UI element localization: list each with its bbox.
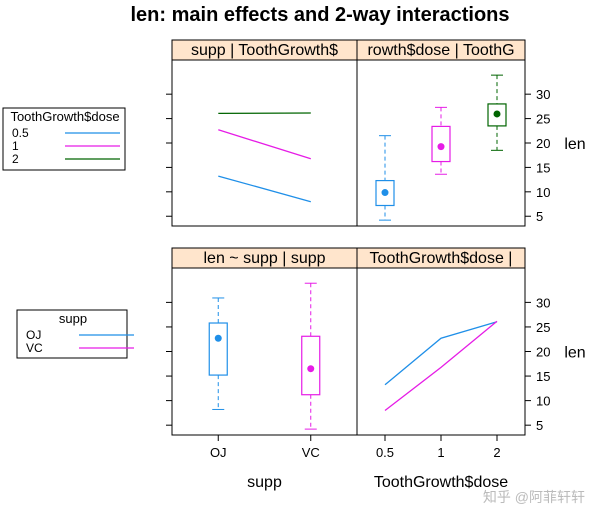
y-tick-label: 30 [536, 295, 550, 310]
y-tick-label: 5 [536, 418, 543, 433]
panel-frame [356, 59, 526, 227]
legend-entry-label: 1 [12, 139, 19, 153]
series-line-OJ [384, 321, 498, 386]
legend-title: ToothGrowth$dose [10, 109, 119, 124]
panel-top-left: supp | ToothGrowth$ [166, 39, 358, 227]
y-tick-label: 5 [536, 209, 543, 224]
legend-title: supp [59, 311, 87, 326]
box-VC [301, 282, 321, 430]
x-tick-label: OJ [210, 445, 227, 460]
legend-frame [16, 309, 128, 359]
y-tick-label: 25 [536, 320, 550, 335]
y-tick-label: 25 [536, 112, 550, 127]
y-tick-label: 20 [536, 345, 550, 360]
x-tick-label: 1 [437, 445, 444, 460]
box-iqr [375, 179, 395, 207]
series-line-VC [384, 320, 498, 412]
box-iqr [208, 322, 228, 376]
strip-label: ToothGrowth$dose | [370, 250, 513, 267]
y-tick-label: 10 [536, 185, 550, 200]
median-dot [493, 110, 501, 118]
series-line-1 [218, 129, 311, 160]
legend-entry-label: VC [26, 341, 43, 355]
median-dot [381, 189, 389, 197]
box-1 [431, 106, 451, 175]
box-iqr [487, 103, 507, 127]
y-axis-label: len [564, 345, 585, 362]
median-dot [214, 334, 222, 342]
box-OJ [208, 297, 228, 410]
y-tick-label: 10 [536, 394, 550, 409]
y-tick-label: 20 [536, 136, 550, 151]
box-iqr [431, 125, 451, 163]
figure-title: len: main effects and 2-way interactions [131, 4, 510, 26]
legend-entry-label: 2 [12, 152, 19, 166]
x-axis-label: ToothGrowth$dose [374, 474, 508, 491]
panels-layer: supp | ToothGrowth$ rowth$dose | ToothG 5 1… [166, 39, 586, 491]
panel-top-right: rowth$dose | ToothG 5 10 15 20 25 30 len [356, 39, 586, 227]
x-tick-label: 2 [493, 445, 500, 460]
median-dot [307, 365, 315, 373]
panel-frame [356, 267, 526, 436]
box-2 [487, 74, 507, 151]
x-tick-label: 0.5 [376, 445, 394, 460]
y-axis-label: len [564, 136, 585, 153]
x-tick-label: VC [302, 445, 320, 460]
y-tick-label: 30 [536, 87, 550, 102]
y-tick-label: 15 [536, 369, 550, 384]
x-axis-label: supp [247, 474, 282, 491]
legend-frame [2, 107, 126, 171]
series-line-0_5 [218, 175, 311, 203]
panel-bottom-right: ToothGrowth$dose | 5 10 15 20 25 30 len 0.5 1 2 Too… [356, 247, 586, 491]
panel-bottom-left: len ~ supp | supp OJ VC supp [166, 247, 358, 491]
panel-frame [171, 267, 358, 436]
panel-frame [171, 59, 358, 227]
box-0_5 [375, 135, 395, 221]
median-dot [437, 143, 445, 151]
strip-label: len ~ supp | supp [203, 250, 325, 267]
strip-label: rowth$dose | ToothG [367, 42, 514, 59]
watermark-text: 知乎 @阿菲轩轩 [483, 489, 585, 505]
legend-entry-label: 0.5 [12, 126, 29, 140]
box-iqr [301, 335, 321, 396]
strip-label: supp | ToothGrowth$ [191, 42, 338, 59]
legend-dose: ToothGrowth$dose 0.512 [2, 107, 126, 171]
y-tick-label: 15 [536, 160, 550, 175]
legend-entry-label: OJ [26, 328, 41, 342]
